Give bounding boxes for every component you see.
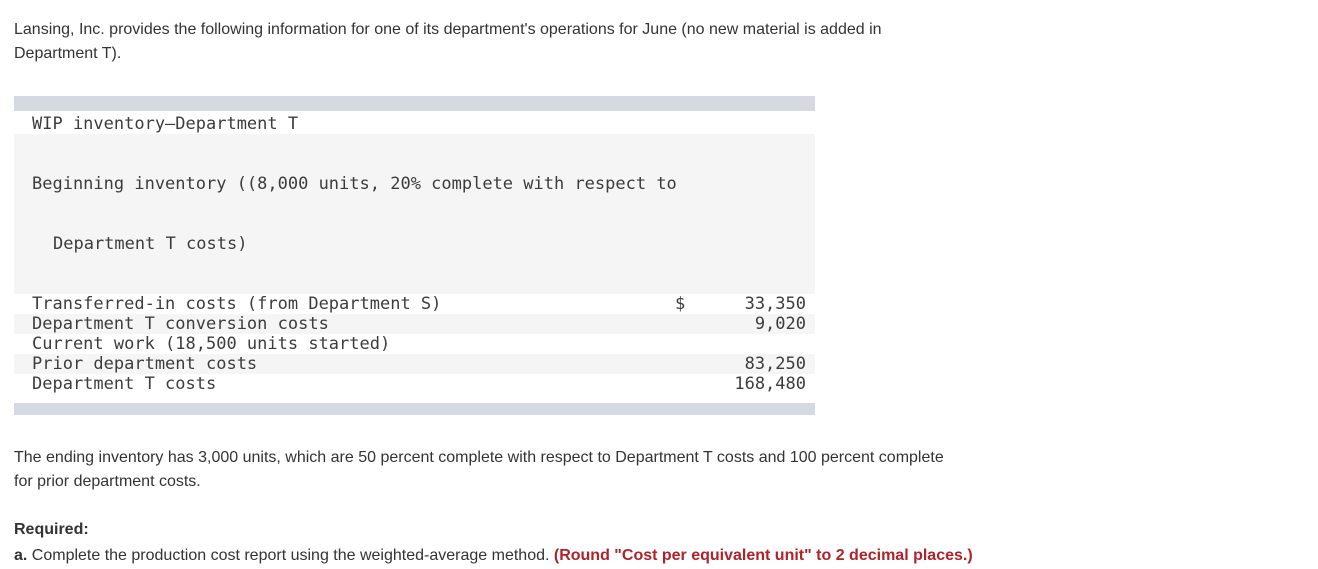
row-label: Current work (18,500 units started) <box>32 334 391 354</box>
rounding-note: (Round "Cost per equivalent unit" to 2 d… <box>553 547 973 564</box>
table-row: Beginning inventory ((8,000 units, 20% c… <box>14 134 815 294</box>
required-heading: Required: <box>14 521 89 538</box>
row-currency <box>675 354 705 374</box>
row-currency <box>675 314 705 334</box>
ending-inventory-paragraph: The ending inventory has 3,000 units, wh… <box>14 449 944 490</box>
row-label-line1: Beginning inventory ((8,000 units, 20% c… <box>32 174 677 194</box>
row-amount: 33,350 <box>744 294 806 314</box>
table-footer-bar <box>14 403 815 415</box>
row-amount: 168,480 <box>734 374 806 394</box>
row-currency <box>675 334 705 354</box>
table-row: Current work (18,500 units started) <box>14 334 815 354</box>
row-label: Transferred-in costs (from Department S) <box>32 294 442 314</box>
row-label: Prior department costs <box>32 354 258 374</box>
table-row: WIP inventory—Department T <box>14 114 815 134</box>
row-label: Department T conversion costs <box>32 314 329 334</box>
table-row: Transferred-in costs (from Department S)… <box>14 294 815 314</box>
row-currency: $ <box>675 294 686 314</box>
intro-paragraph: Lansing, Inc. provides the following inf… <box>14 21 882 62</box>
requirement-a-label: a. <box>14 547 28 564</box>
row-label-line2: Department T costs) <box>53 234 248 254</box>
table-row: Department T costs 168,480 <box>14 374 815 394</box>
table-body: WIP inventory—Department T Beginning inv… <box>14 111 815 403</box>
table-row: Prior department costs 83,250 <box>14 354 815 374</box>
row-amount <box>707 134 817 294</box>
table-header-bar <box>14 96 815 111</box>
row-currency <box>675 114 705 134</box>
requirement-a-text: Complete the production cost report usin… <box>27 547 554 564</box>
requirement-a: a. Complete the production cost report u… <box>14 543 1304 569</box>
row-amount: 83,250 <box>744 354 806 374</box>
table-row: Department T conversion costs 9,020 <box>14 314 815 334</box>
wip-inventory-table: WIP inventory—Department T Beginning inv… <box>14 96 815 415</box>
row-label: WIP inventory—Department T <box>32 114 299 134</box>
row-amount <box>705 334 815 354</box>
required-section: Required: a. Complete the production cos… <box>14 517 1304 569</box>
row-amount: 9,020 <box>754 314 806 334</box>
row-amount <box>705 114 815 134</box>
row-currency <box>677 134 707 294</box>
row-currency <box>675 374 705 394</box>
row-label: Department T costs <box>32 374 217 394</box>
row-label: Beginning inventory ((8,000 units, 20% c… <box>14 134 677 294</box>
